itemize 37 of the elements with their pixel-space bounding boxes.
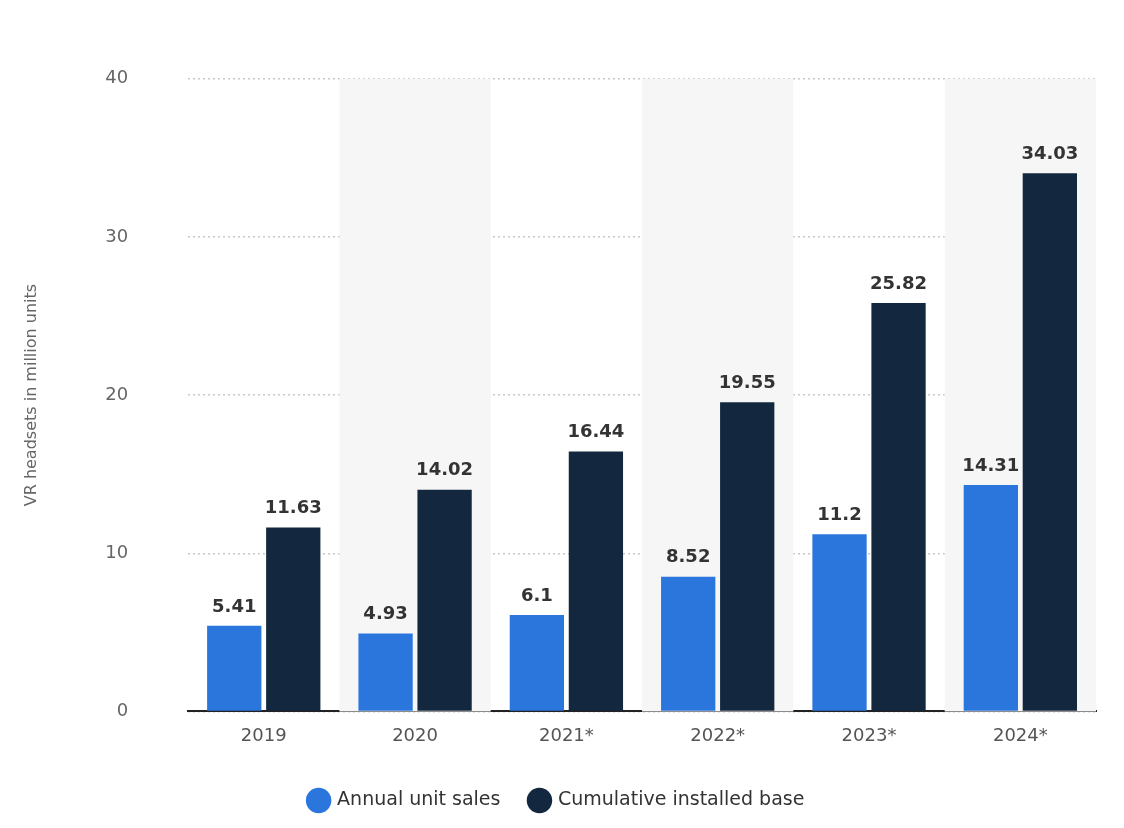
legend-label: Annual unit sales xyxy=(337,787,501,810)
data-label: 14.02 xyxy=(416,458,474,480)
bar xyxy=(266,527,321,711)
data-label: 19.55 xyxy=(718,370,776,392)
x-tick-label: 2019 xyxy=(240,723,287,745)
data-label: 11.2 xyxy=(817,502,862,524)
data-label: 16.44 xyxy=(567,420,625,442)
legend-label: Cumulative installed base xyxy=(557,787,805,810)
x-tick-label: 2022* xyxy=(690,723,746,745)
x-tick-label: 2021* xyxy=(538,723,594,745)
bar xyxy=(720,402,775,711)
bar xyxy=(871,303,926,711)
data-label: 4.93 xyxy=(363,602,408,624)
data-label: 5.41 xyxy=(212,594,257,616)
y-tick-label: 10 xyxy=(105,540,129,562)
x-tick-label: 2024* xyxy=(992,723,1048,745)
y-tick-label: 0 xyxy=(116,699,129,721)
y-tick-label: 20 xyxy=(105,382,129,404)
bar xyxy=(207,625,262,711)
bar xyxy=(509,614,565,711)
data-label: 25.82 xyxy=(870,271,927,293)
data-label: 11.63 xyxy=(264,496,322,518)
data-label: 8.52 xyxy=(665,545,711,567)
bar xyxy=(661,576,716,711)
bar xyxy=(417,489,472,711)
bar xyxy=(812,534,867,711)
y-tick-label: 30 xyxy=(105,224,129,246)
bar xyxy=(963,485,1018,711)
data-label: 34.03 xyxy=(1021,141,1079,163)
data-label: 6.1 xyxy=(520,583,553,605)
bar xyxy=(358,633,413,711)
y-tick-label: 40 xyxy=(105,66,129,88)
y-axis-title: VR headsets in million units xyxy=(20,283,40,507)
bar xyxy=(568,451,624,711)
data-label: 14.31 xyxy=(962,453,1020,475)
x-tick-label: 2020 xyxy=(392,723,438,745)
x-tick-label: 2023* xyxy=(841,723,897,745)
